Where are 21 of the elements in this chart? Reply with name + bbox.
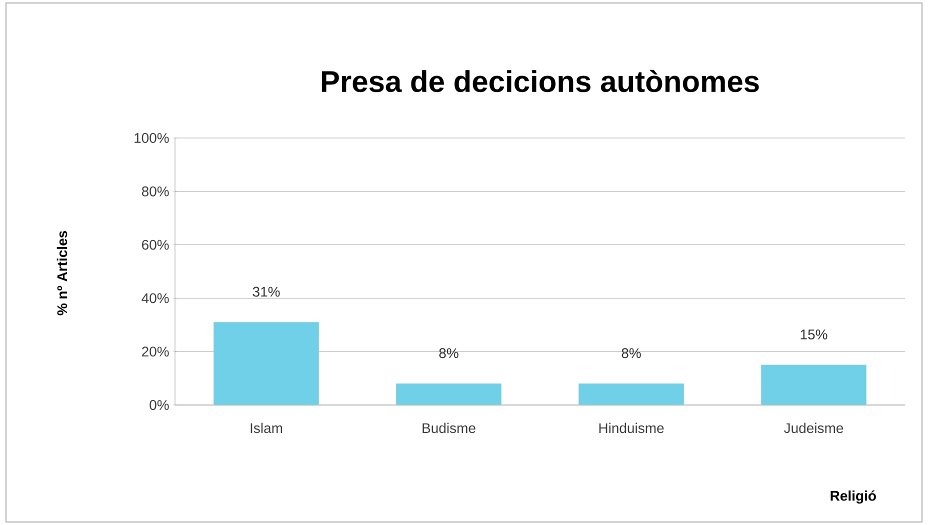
bar [214,322,319,405]
bar [761,364,866,405]
x-tick-label: Budisme [422,422,476,434]
data-label: 31% [252,286,280,297]
y-tick-label: 100% [134,133,169,143]
y-tick-label: 60% [142,240,169,250]
bar [396,383,502,405]
y-tick-label: 80% [142,186,169,196]
y-tick-label: 0% [150,400,169,410]
y-axis-title: % nº Articles [56,230,68,316]
data-label: 15% [800,330,828,340]
chart-title: Presa de decicions autònomes [322,70,759,92]
bar [578,383,684,405]
data-label: 8% [439,348,458,358]
y-tick-label: 40% [142,293,169,304]
y-tick-label: 20% [142,346,169,357]
x-tick-label: Islam [250,422,282,434]
data-label: 8% [622,348,641,358]
x-tick-label: Judeisme [784,422,844,434]
x-tick-label: Hinduisme [599,422,664,434]
x-axis-title: Religió [830,490,876,504]
